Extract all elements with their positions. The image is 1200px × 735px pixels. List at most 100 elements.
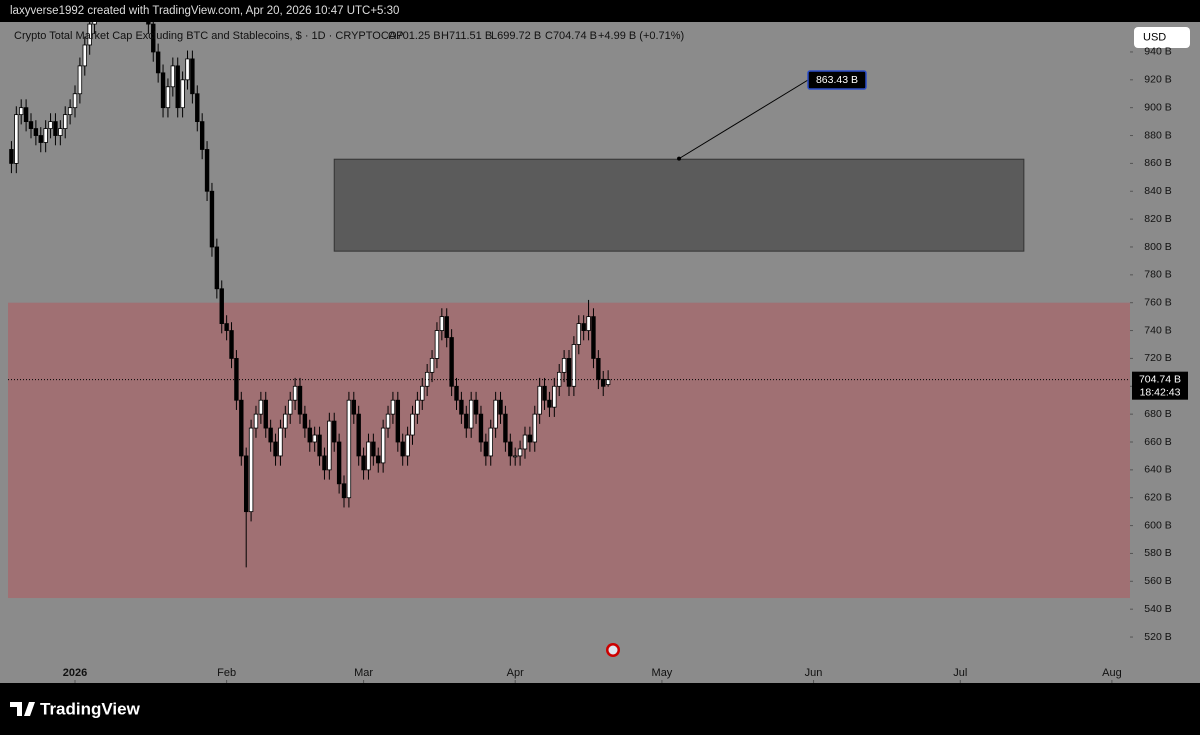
- candle-body: [405, 434, 410, 457]
- y-tick-label: 940 B: [1144, 46, 1171, 58]
- candle-body: [395, 399, 401, 443]
- candle-body: [503, 413, 508, 443]
- candle-body: [229, 330, 234, 359]
- ohlc-close: C704.74 B: [545, 30, 597, 42]
- candle-body: [190, 58, 195, 95]
- candle-body: [87, 23, 92, 46]
- candle-body: [53, 121, 58, 136]
- candle-body: [43, 128, 48, 143]
- logo-text: TradingView: [40, 699, 141, 718]
- candle-body: [63, 114, 68, 129]
- candle-body: [346, 399, 352, 499]
- candle-body: [155, 51, 161, 74]
- candle-body: [165, 86, 171, 109]
- currency-button[interactable]: [1134, 27, 1190, 48]
- candle-body: [224, 323, 229, 331]
- candle-body: [195, 93, 200, 123]
- candle-body: [576, 323, 581, 345]
- currency-label: USD: [1143, 31, 1166, 43]
- candle-body: [473, 399, 479, 415]
- x-tick-label: Jul: [953, 667, 967, 679]
- candle-body: [239, 399, 244, 457]
- y-tick-label: 600 B: [1144, 519, 1171, 531]
- candle-body: [547, 399, 552, 408]
- candle-body: [273, 441, 278, 457]
- ohlc-low: L699.72 B: [491, 30, 541, 42]
- candle-body: [48, 121, 53, 129]
- candle-body: [561, 358, 567, 373]
- candle-body: [366, 441, 371, 471]
- candle-body: [38, 135, 43, 143]
- logo-mark: [10, 702, 35, 716]
- candle-body: [199, 121, 205, 150]
- candle-body: [307, 427, 312, 443]
- candle-body: [454, 385, 459, 401]
- zone: [333, 158, 1025, 252]
- candle-body: [468, 399, 474, 429]
- candle-body: [322, 455, 327, 471]
- y-tick-label: 560 B: [1144, 575, 1171, 587]
- last-price-label: 704.74 B: [1139, 373, 1181, 385]
- candle-body: [488, 427, 493, 457]
- candle-body: [537, 385, 542, 415]
- candle-body: [214, 246, 220, 290]
- symbol: Crypto Total Market Cap Excluding BTC an…: [14, 30, 403, 42]
- candle-body: [356, 413, 361, 457]
- candle-body: [185, 58, 190, 81]
- y-tick-label: 580 B: [1144, 547, 1171, 559]
- x-tick-label: May: [652, 667, 673, 679]
- candle-body: [591, 316, 596, 359]
- candle-body: [332, 420, 337, 443]
- candle-body: [586, 316, 591, 331]
- x-tick-label: Feb: [217, 667, 236, 679]
- candle-body: [268, 427, 273, 443]
- annotation-label: 863.43 B: [816, 74, 858, 86]
- y-tick-label: 720 B: [1144, 352, 1171, 364]
- y-tick-label: 620 B: [1144, 492, 1171, 504]
- candle-body: [9, 149, 14, 164]
- candle-body: [180, 79, 185, 109]
- candle-body: [146, 22, 151, 25]
- plot: [8, 22, 1130, 599]
- candle-body: [581, 323, 586, 331]
- candle-body: [327, 420, 332, 471]
- candle-body: [459, 399, 464, 415]
- candle-body: [336, 441, 342, 485]
- candle-body: [522, 434, 528, 450]
- y-tick-label: 840 B: [1144, 185, 1171, 197]
- annotation-anchor: [677, 156, 682, 161]
- y-tick-label: 860 B: [1144, 157, 1171, 169]
- candle-body: [77, 65, 83, 95]
- y-tick-label: 540 B: [1144, 603, 1171, 615]
- candle-body: [552, 385, 557, 408]
- y-tick-label: 820 B: [1144, 213, 1171, 225]
- last-price-box: [1132, 371, 1188, 400]
- candle-body: [410, 413, 415, 436]
- candle-body: [512, 455, 518, 458]
- candle-body: [361, 455, 366, 471]
- candle-body: [542, 385, 547, 401]
- y-tick-label: 740 B: [1144, 324, 1171, 336]
- candle-body: [92, 22, 97, 25]
- annotation-line: [678, 79, 809, 160]
- y-tick-label: 760 B: [1144, 296, 1171, 308]
- candle-body: [532, 413, 537, 443]
- candle-body: [508, 441, 513, 457]
- candle-body: [420, 385, 425, 401]
- y-tick-label: 520 B: [1144, 631, 1171, 643]
- candle-body: [390, 399, 396, 415]
- candle-body: [415, 399, 420, 415]
- candle-body: [219, 288, 224, 324]
- candle-body: [351, 399, 356, 415]
- candle-body: [204, 149, 210, 192]
- y-tick-label: 660 B: [1144, 436, 1171, 448]
- candle-body: [19, 107, 24, 116]
- candle-body: [67, 107, 73, 116]
- candle-body: [58, 128, 63, 136]
- change: +4.99 B (+0.71%): [598, 30, 684, 42]
- candle-body: [483, 441, 489, 457]
- candle-body: [493, 399, 498, 429]
- y-tick-label: 640 B: [1144, 464, 1171, 476]
- candle-body: [527, 434, 533, 443]
